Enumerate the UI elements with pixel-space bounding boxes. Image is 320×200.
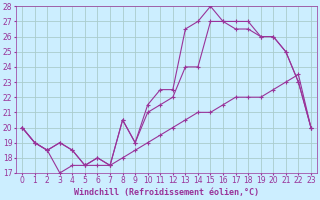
X-axis label: Windchill (Refroidissement éolien,°C): Windchill (Refroidissement éolien,°C): [74, 188, 259, 197]
